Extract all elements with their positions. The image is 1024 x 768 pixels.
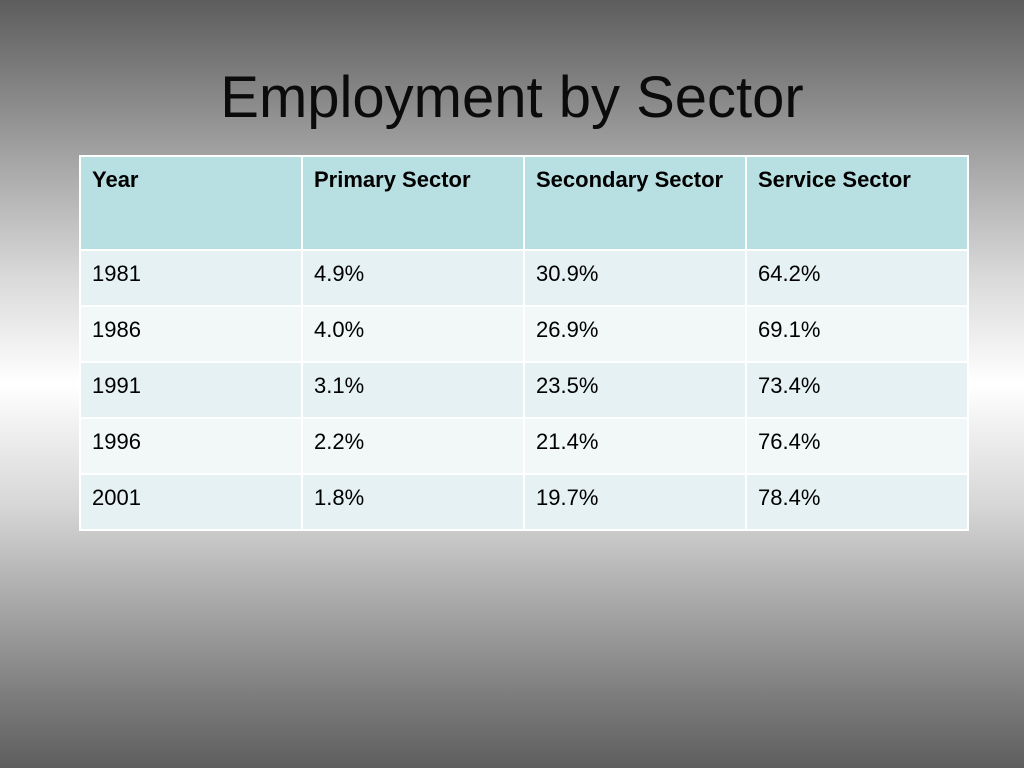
cell-year: 1986 xyxy=(79,305,303,363)
header-primary-sector: Primary Sector xyxy=(301,155,525,251)
cell-service: 78.4% xyxy=(745,473,969,531)
cell-year: 1996 xyxy=(79,417,303,475)
table-row: 1986 4.0% 26.9% 69.1% xyxy=(79,305,969,363)
cell-primary: 4.9% xyxy=(301,249,525,307)
header-year: Year xyxy=(79,155,303,251)
cell-secondary: 19.7% xyxy=(523,473,747,531)
header-secondary-sector: Secondary Sector xyxy=(523,155,747,251)
cell-year: 1991 xyxy=(79,361,303,419)
cell-service: 73.4% xyxy=(745,361,969,419)
cell-secondary: 26.9% xyxy=(523,305,747,363)
table-row: 1996 2.2% 21.4% 76.4% xyxy=(79,417,969,475)
table-row: 1991 3.1% 23.5% 73.4% xyxy=(79,361,969,419)
cell-secondary: 21.4% xyxy=(523,417,747,475)
cell-year: 2001 xyxy=(79,473,303,531)
cell-primary: 3.1% xyxy=(301,361,525,419)
cell-year: 1981 xyxy=(79,249,303,307)
cell-secondary: 23.5% xyxy=(523,361,747,419)
cell-service: 76.4% xyxy=(745,417,969,475)
table-row: 1981 4.9% 30.9% 64.2% xyxy=(79,249,969,307)
header-service-sector: Service Sector xyxy=(745,155,969,251)
cell-primary: 1.8% xyxy=(301,473,525,531)
table-row: 2001 1.8% 19.7% 78.4% xyxy=(79,473,969,531)
cell-primary: 2.2% xyxy=(301,417,525,475)
cell-service: 69.1% xyxy=(745,305,969,363)
cell-secondary: 30.9% xyxy=(523,249,747,307)
employment-table: Year Primary Sector Secondary Sector Ser… xyxy=(79,155,969,531)
cell-service: 64.2% xyxy=(745,249,969,307)
slide-title: Employment by Sector xyxy=(220,65,804,130)
table-header-row: Year Primary Sector Secondary Sector Ser… xyxy=(79,155,969,251)
cell-primary: 4.0% xyxy=(301,305,525,363)
